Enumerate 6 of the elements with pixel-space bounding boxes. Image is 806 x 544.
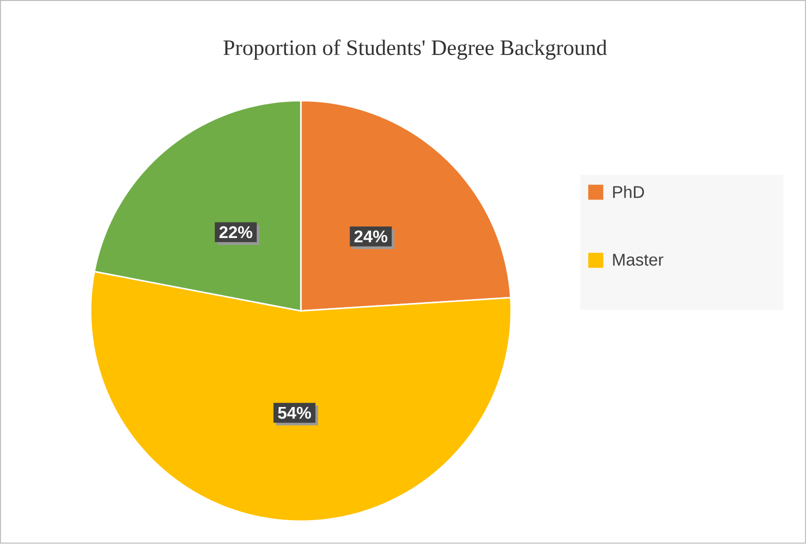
chart-title: Proportion of Students' Degree Background (224, 40, 607, 60)
legend-label: PhD (613, 186, 644, 198)
data-label: 22% (219, 226, 252, 238)
data-label: 54% (278, 406, 311, 419)
legend-label: Master (613, 254, 664, 266)
data-label: 24% (354, 230, 388, 243)
